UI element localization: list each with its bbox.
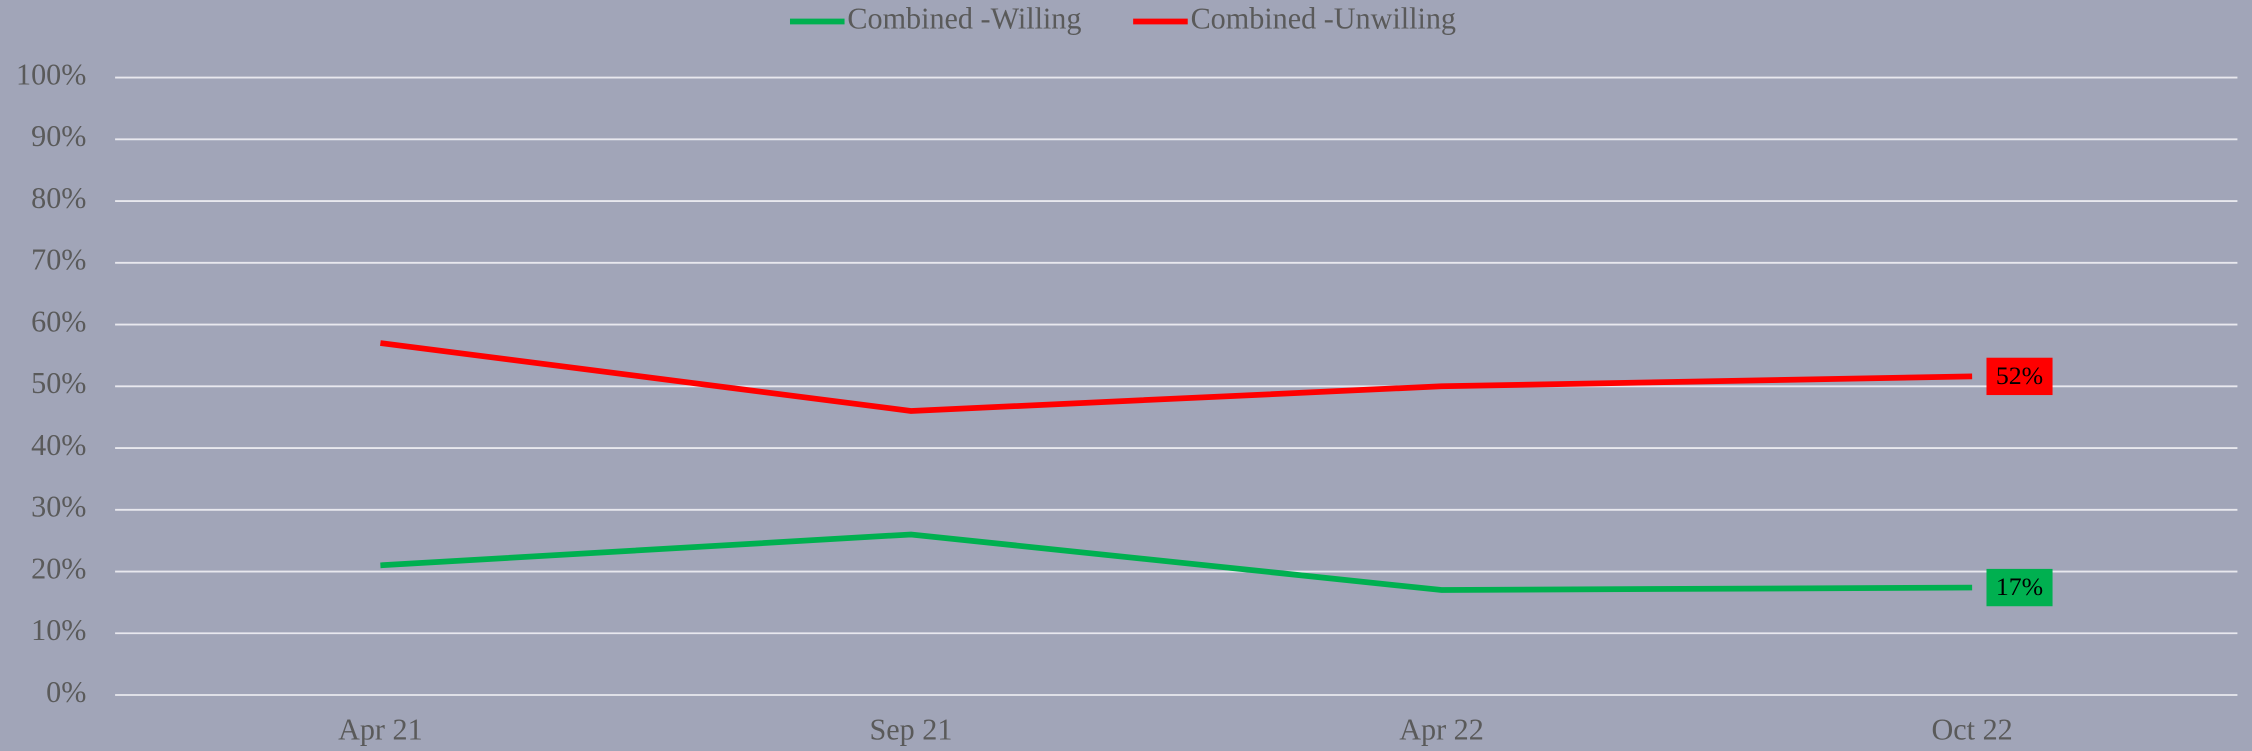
x-tick-label: Sep 21	[870, 712, 953, 746]
y-tick-label: 80%	[31, 181, 86, 215]
y-tick-label: 40%	[31, 428, 86, 462]
series-line	[380, 531, 1973, 593]
y-tick-label: 10%	[31, 613, 86, 647]
data-label: 52%	[1996, 361, 2043, 390]
y-tick-label: 60%	[31, 304, 86, 338]
x-tick-label: Apr 22	[1399, 712, 1484, 746]
y-tick-label: 70%	[31, 243, 86, 277]
x-tick-label: Oct 22	[1932, 712, 2013, 746]
y-tick-label: 30%	[31, 490, 86, 524]
data-label-box	[1986, 568, 2053, 607]
y-tick-label: 0%	[46, 675, 86, 709]
y-tick-label: 50%	[31, 366, 86, 400]
series-line	[380, 340, 1973, 414]
legend-label: Combined -Willing	[847, 1, 1081, 35]
x-tick-label: Apr 21	[338, 712, 423, 746]
y-tick-label: 90%	[31, 119, 86, 153]
y-tick-label: 100%	[16, 57, 86, 91]
data-label-box	[1986, 357, 2053, 396]
legend-label: Combined -Unwilling	[1191, 1, 1456, 35]
y-tick-label: 20%	[31, 551, 86, 585]
data-label: 17%	[1996, 572, 2043, 601]
